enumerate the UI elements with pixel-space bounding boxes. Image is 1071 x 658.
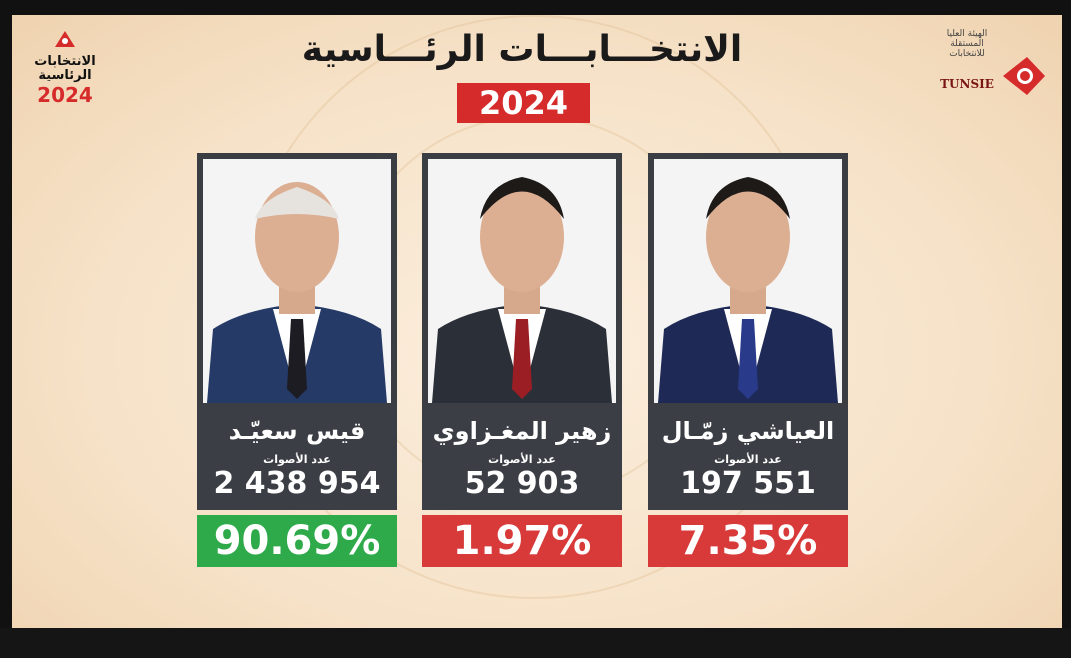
candidate-card: زهير المغـزاوي عدد الأصوات 52 903 1.97% — [422, 153, 622, 567]
candidate-card: قيس سعيّـد عدد الأصوات 2 438 954 90.69% — [197, 153, 397, 567]
photo-bg — [654, 159, 842, 403]
photo-bg — [428, 159, 616, 403]
logo-icon — [55, 31, 75, 47]
isie-text: الهيئة العليا المستقلة للانتخابات — [946, 29, 988, 59]
bottom-bar — [0, 628, 1071, 658]
isie-logo: الهيئة العليا المستقلة للانتخابات TUNSIE — [937, 29, 1047, 109]
portrait — [207, 182, 387, 403]
title: الانتخـــابـــات الرئـــاسية — [301, 29, 743, 70]
name-panel: زهير المغـزاوي عدد الأصوات 52 903 — [422, 403, 622, 510]
votes: 52 903 — [464, 466, 580, 501]
candidate-name: العياشي زمّـال — [661, 417, 835, 445]
candidate-photo — [197, 153, 397, 403]
flag-icon — [1003, 57, 1045, 95]
votes-label: عدد الأصوات — [714, 453, 782, 466]
name-panel: العياشي زمّـال عدد الأصوات 197 551 — [648, 403, 848, 510]
name-panel: قيس سعيّـد عدد الأصوات 2 438 954 — [197, 403, 397, 510]
candidate-name: قيس سعيّـد — [228, 417, 366, 445]
votes: 2 438 954 — [213, 466, 381, 501]
logo-text: الانتخابات الرئاسية — [34, 54, 96, 83]
isie-abbr: TUNSIE — [940, 77, 994, 91]
portrait — [432, 177, 612, 403]
votes-label: عدد الأصوات — [488, 453, 556, 466]
candidate-card: العياشي زمّـال عدد الأصوات 197 551 7.35% — [648, 153, 848, 567]
logo: الانتخابات الرئاسية 2024 — [30, 29, 100, 107]
year-badge: 2024 — [457, 83, 590, 123]
portrait — [658, 177, 838, 403]
percent: 7.35% — [648, 515, 848, 567]
candidate-name: زهير المغـزاوي — [432, 417, 612, 445]
candidate-photo — [648, 153, 848, 403]
votes-label: عدد الأصوات — [263, 453, 331, 466]
screen: الانتخابات الرئاسية 2024 الانتخـــابـــا… — [12, 15, 1062, 628]
votes: 197 551 — [680, 466, 816, 501]
percent: 1.97% — [422, 515, 622, 567]
candidate-photo — [422, 153, 622, 403]
photo-bg — [203, 159, 391, 403]
percent: 90.69% — [197, 515, 397, 567]
logo-year: 2024 — [37, 83, 93, 107]
